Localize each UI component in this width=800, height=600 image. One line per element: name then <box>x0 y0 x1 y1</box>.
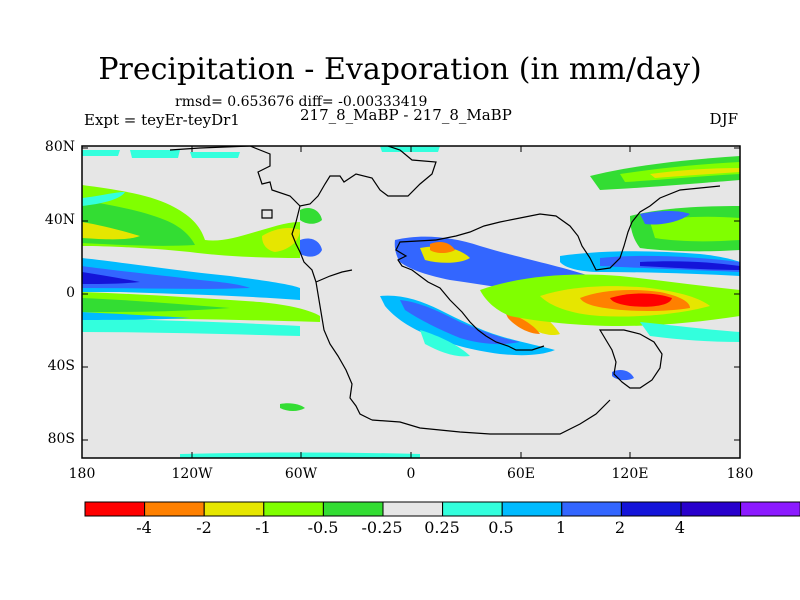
lat-ticks <box>82 147 740 441</box>
colorbar-box-12 <box>740 501 800 517</box>
field-green2-seq <box>82 298 230 312</box>
field-red-wp <box>610 293 672 307</box>
colorbar-box-3 <box>203 501 265 517</box>
stats-text: rmsd= 0.653676 diff= -0.00333419 <box>175 94 428 110</box>
field-blue-atl <box>300 238 322 257</box>
field-cyan-sp <box>180 452 420 458</box>
field-blue-npe <box>640 211 690 225</box>
colorbar-box-11 <box>680 501 742 517</box>
field-cyan-np <box>82 192 125 206</box>
colorbar-box-1 <box>84 501 146 517</box>
field-cyan-seq <box>82 318 300 336</box>
cbar-label-1: -4 <box>136 518 152 537</box>
lat-label-40s: 40S <box>47 358 75 374</box>
colorbar-box-4 <box>263 501 324 517</box>
field-yellow-atl <box>262 228 300 252</box>
lon-ticks <box>81 146 741 458</box>
field-lb-seq <box>82 312 190 320</box>
cbar-label-3: -1 <box>255 518 271 537</box>
field-blue-sio <box>400 300 520 345</box>
field-orange-afr <box>430 242 455 253</box>
lat-label-0: 0 <box>66 285 75 301</box>
colorbar-box-8 <box>501 501 563 517</box>
lon-label-180e: 180 <box>726 466 754 482</box>
field-lgreen-npe <box>650 216 740 242</box>
coastlines <box>169 146 721 435</box>
field-arctic-2 <box>82 150 120 156</box>
center-subtitle: 217_8_MaBP - 217_8_MaBP <box>300 106 512 124</box>
experiment-label: Expt = teyEr-teyDr1 <box>84 111 240 129</box>
field-yellow-arc-e <box>650 168 740 178</box>
lat-label-80s: 80S <box>47 431 75 447</box>
cbar-label-2: -2 <box>196 518 212 537</box>
field-green-sa <box>280 403 305 411</box>
field-cyan-spe <box>640 322 740 342</box>
cbar-label-7: 0.5 <box>488 518 514 537</box>
cbar-label-6: 0.25 <box>424 518 460 537</box>
lat-label-80n: 80N <box>44 139 75 155</box>
colorbar <box>84 501 800 517</box>
colorbar-box-2 <box>144 501 205 517</box>
lat-label-40n: 40N <box>44 212 75 228</box>
colorbar-box-7 <box>442 501 503 517</box>
field-arctic-4 <box>380 146 440 152</box>
cbar-label-5: -0.25 <box>361 518 403 537</box>
field-darkblue-np-east <box>640 261 740 270</box>
lon-label-120e: 120E <box>611 466 649 482</box>
contour-fields <box>82 146 740 458</box>
lon-label-0: 0 <box>406 466 416 482</box>
cbar-label-9: 2 <box>614 518 626 537</box>
season-label: DJF <box>709 110 738 128</box>
field-darkblue-eq <box>82 272 140 284</box>
field-yellow-np <box>82 222 140 240</box>
lon-label-60e: 60E <box>506 466 536 482</box>
plot-title: Precipitation - Evaporation (in mm/day) <box>98 52 702 87</box>
cbar-label-4: -0.5 <box>307 518 339 537</box>
colorbar-box-10 <box>620 501 682 517</box>
field-green-atl <box>300 208 322 224</box>
colorbar-box-6 <box>382 501 444 517</box>
field-arctic-1 <box>130 150 180 158</box>
lon-label-60w: 60W <box>284 466 318 482</box>
cbar-label-8: 1 <box>555 518 567 537</box>
colorbar-box-5 <box>322 501 384 517</box>
lon-label-120w: 120W <box>171 466 213 482</box>
field-arctic-3 <box>190 152 240 158</box>
field-orange-sio <box>505 312 540 334</box>
field-cyan-sio <box>420 330 470 357</box>
lon-label-180w: 180 <box>68 466 96 482</box>
colorbar-box-9 <box>561 501 622 517</box>
cbar-label-10: 4 <box>674 518 686 537</box>
